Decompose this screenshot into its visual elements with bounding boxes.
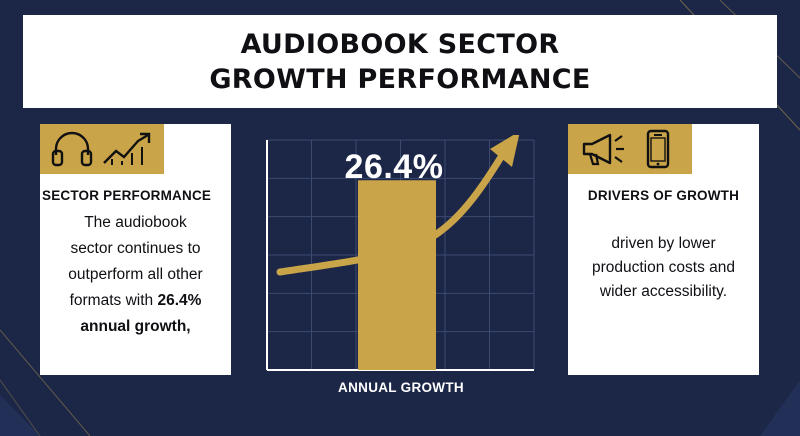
left-icon-tab <box>40 124 164 174</box>
body-line: wider accessibility. <box>599 283 728 300</box>
bar-data-label: 26.4% <box>344 148 444 186</box>
smartphone-icon <box>638 129 678 169</box>
drivers-of-growth-text: driven by lower production costs and wid… <box>572 232 755 304</box>
megaphone-icon <box>578 131 630 167</box>
page-title-line-2: GROWTH PERFORMANCE <box>209 63 591 95</box>
body-line-text: formats with <box>69 292 158 309</box>
body-line: outperform all other <box>68 266 203 283</box>
headphones-icon <box>50 131 94 167</box>
trend-arrow-head <box>490 135 520 167</box>
body-line: formats with 26.4% <box>44 288 227 314</box>
trend-arrow-line <box>276 145 510 276</box>
title-banner: AUDIOBOOK SECTOR GROWTH PERFORMANCE <box>23 15 777 108</box>
drivers-of-growth-card: DRIVERS OF GROWTH driven by lower produc… <box>568 124 759 375</box>
body-line: driven by lower <box>611 235 716 252</box>
body-line: annual growth, <box>44 314 227 340</box>
annual-growth-text: annual growth, <box>80 318 191 335</box>
sector-performance-card: SECTOR PERFORMANCE The audiobook sector … <box>40 124 231 375</box>
body-line: The audiobook <box>84 214 187 231</box>
growth-figure: 26.4% <box>157 292 202 309</box>
right-icon-tab <box>568 124 692 174</box>
sector-performance-text: The audiobook sector continues to outper… <box>44 210 227 340</box>
drivers-of-growth-heading: DRIVERS OF GROWTH <box>587 188 740 203</box>
chart-canvas <box>266 135 535 371</box>
body-line: production costs and <box>591 259 736 276</box>
growth-chart <box>262 135 540 375</box>
body-line: sector continues to <box>70 240 201 257</box>
x-axis-label: ANNUAL GROWTH <box>338 380 464 395</box>
page-title-line-1: AUDIOBOOK SECTOR <box>240 28 560 60</box>
trend-up-icon <box>102 131 154 167</box>
sector-performance-heading: SECTOR PERFORMANCE <box>42 188 212 203</box>
growth-bar <box>358 180 436 370</box>
